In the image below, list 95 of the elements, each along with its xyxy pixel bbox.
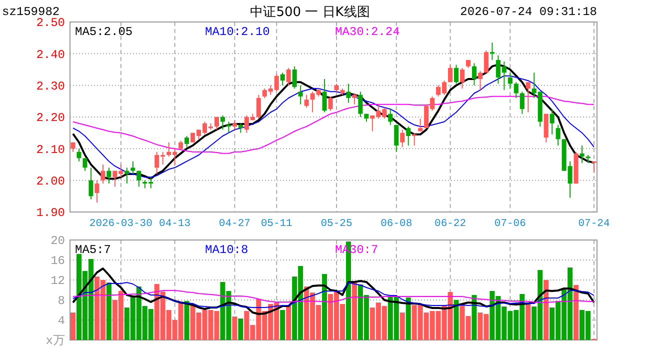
line-series — [72, 290, 595, 303]
candlestick — [94, 180, 100, 203]
text: 2026-07-24 09:31:18 — [460, 5, 597, 19]
candlestick — [394, 124, 399, 152]
bar — [238, 318, 244, 340]
candlestick — [478, 70, 482, 91]
bar — [286, 305, 292, 340]
candlestick — [220, 114, 225, 130]
candlestick — [580, 145, 584, 164]
bar — [322, 274, 328, 340]
candlestick — [184, 136, 190, 148]
candlestick — [286, 67, 291, 86]
candlestick — [280, 72, 285, 86]
candlestick — [322, 78, 327, 113]
candlestick — [238, 122, 243, 134]
y-tick-label: 16 — [50, 254, 65, 268]
bar — [406, 298, 411, 340]
y-tick-label: 2.10 — [36, 142, 65, 157]
candlestick — [472, 62, 477, 86]
line-series — [72, 268, 596, 315]
bar — [574, 285, 579, 340]
candlestick — [352, 92, 357, 105]
y-tick-label: 8 — [58, 294, 65, 308]
x-tick-label: 04-13 — [159, 218, 191, 230]
candlestick — [88, 167, 94, 200]
candlestick — [514, 82, 518, 98]
bar — [184, 301, 190, 340]
y-tick-label: 1.90 — [36, 206, 65, 220]
x-tick-label: 04-27 — [218, 218, 250, 230]
x-tick-label: 06-22 — [434, 218, 466, 230]
bar — [280, 310, 286, 340]
candlestick — [484, 50, 488, 74]
candlestick — [346, 83, 351, 104]
candlestick — [304, 94, 309, 108]
candlestick — [418, 118, 423, 132]
y-tick-label: 4 — [58, 314, 65, 328]
y-tick-label: 2.50 — [36, 16, 65, 30]
chart-title: 中证500 一 日K线图 — [250, 5, 370, 20]
text: sz159982 — [2, 5, 60, 19]
y-tick-label: 12 — [50, 274, 65, 288]
bar — [454, 300, 459, 340]
y-tick-label: 2.20 — [36, 111, 65, 126]
candlestick — [520, 91, 524, 114]
candlestick — [214, 116, 219, 130]
candlestick — [448, 64, 453, 83]
candlestick — [490, 42, 494, 60]
candlestick — [106, 167, 112, 184]
y-tick-label: x万 — [46, 334, 65, 348]
bar — [70, 312, 76, 340]
text: MA10:8 — [205, 243, 248, 257]
candlestick — [100, 164, 106, 184]
candlestick — [76, 148, 82, 162]
x-tick-label: 06-08 — [380, 218, 412, 230]
candlestick — [460, 67, 465, 89]
candlestick — [412, 132, 417, 146]
bar — [544, 280, 549, 340]
x-tick-label: 05-25 — [320, 218, 352, 230]
candlestick — [298, 84, 303, 105]
candlestick — [226, 121, 231, 134]
candlestick — [256, 94, 261, 120]
x-tick-label: 2026-03-30 — [89, 218, 152, 230]
bar — [232, 316, 238, 340]
x-tick-label: 07-24 — [578, 218, 610, 230]
y-tick-label: 2.30 — [36, 80, 65, 94]
bar — [526, 302, 531, 340]
bar — [106, 282, 112, 340]
candlestick — [124, 167, 130, 184]
candlestick — [400, 129, 405, 148]
series-label: MA5:7 — [75, 243, 112, 257]
text: MA5:2.05 — [75, 25, 133, 39]
candlestick — [556, 124, 560, 146]
candlestick — [406, 126, 411, 146]
candlestick — [232, 120, 237, 130]
candlestick — [508, 72, 512, 89]
y-tick-label: 20 — [50, 234, 65, 248]
y-tick-label: 2.40 — [36, 48, 65, 62]
candlestick — [544, 113, 548, 143]
candlestick — [388, 108, 393, 126]
bar — [400, 312, 405, 340]
candlestick — [328, 96, 333, 112]
line-series — [72, 282, 595, 308]
bar — [352, 282, 357, 340]
text: MA30:2.24 — [335, 25, 400, 39]
candlestick — [292, 66, 297, 89]
candlestick — [82, 158, 88, 172]
x-tick-label: 07-06 — [494, 218, 526, 230]
y-tick-label: 2.00 — [36, 174, 65, 189]
candlestick — [454, 64, 459, 84]
x-tick-label: 05-11 — [260, 218, 292, 230]
candlestick — [550, 108, 554, 135]
text: MA10:2.10 — [205, 25, 270, 39]
candlestick — [136, 170, 142, 188]
candlestick — [130, 160, 136, 174]
candlestick — [526, 82, 530, 113]
candlestick — [358, 91, 363, 118]
